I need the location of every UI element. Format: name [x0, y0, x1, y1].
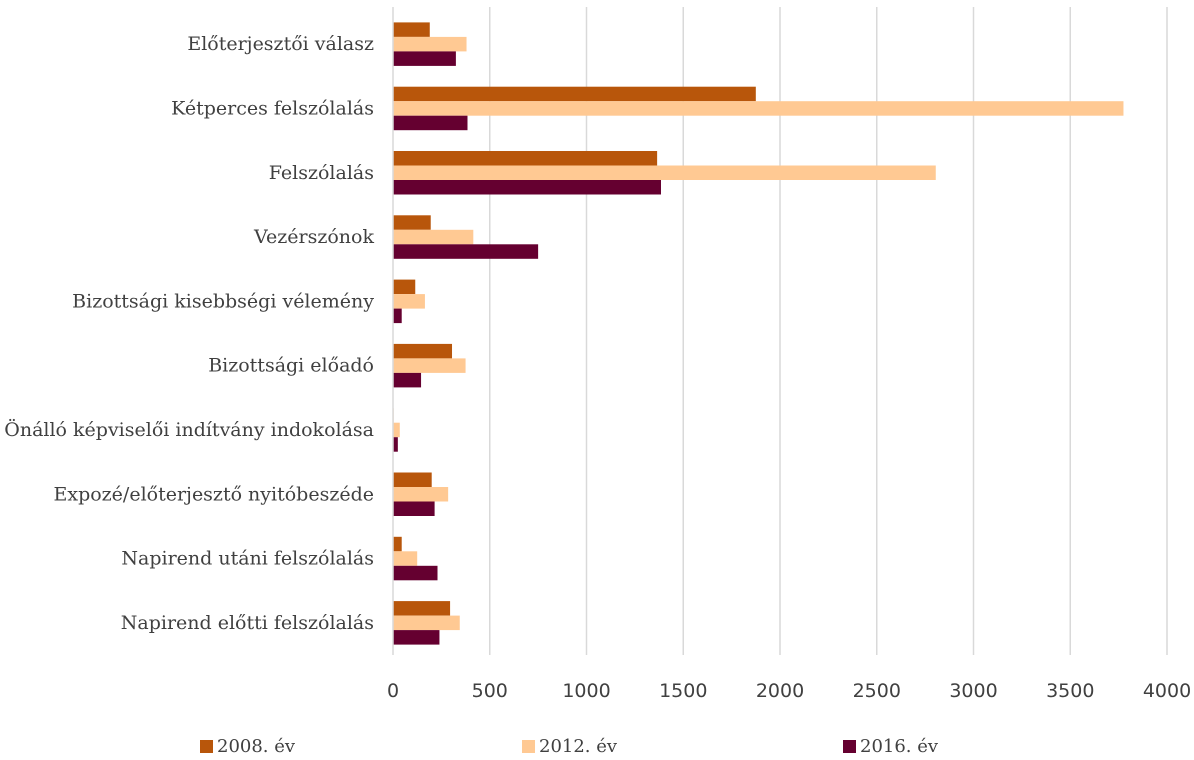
bar: [393, 630, 440, 645]
legend: 2008. év 2012. év 2016. év: [0, 736, 1194, 760]
category-label: Önálló képviselői indítvány indokolása: [4, 418, 374, 441]
bar: [393, 180, 661, 195]
legend-label-2008: 2008. év: [217, 736, 296, 757]
bar: [393, 536, 402, 552]
bar: [393, 86, 756, 102]
x-tick-label: 500: [472, 680, 508, 702]
bar: [393, 615, 460, 631]
bar: [393, 101, 1124, 116]
legend-item-2012: 2012. év: [522, 736, 617, 757]
bar: [393, 343, 453, 359]
legend-swatch-2012: [522, 740, 535, 753]
legend-label-2012: 2012. év: [539, 736, 618, 757]
bar: [393, 215, 431, 230]
x-tick-label: 3500: [1046, 680, 1094, 702]
x-tick-label: 1500: [659, 680, 707, 702]
bar: [393, 151, 658, 166]
bar: [393, 551, 418, 566]
bars: [393, 22, 1124, 645]
bar: [393, 51, 456, 66]
x-axis-ticks: 0 500 1000 1500 2000 2500 3000 3500 4000: [387, 680, 1191, 702]
bar: [393, 501, 435, 516]
bar: [393, 601, 451, 616]
category-labels: Napirend előtti felszólalás Napirend után…: [4, 33, 374, 634]
legend-swatch-2016: [843, 740, 856, 753]
bar: [393, 422, 400, 438]
x-tick-label: 4000: [1143, 680, 1191, 702]
category-label: Előterjesztői válasz: [187, 33, 374, 55]
category-label: Expozé/előterjesztő nyitóbeszéde: [53, 483, 374, 505]
category-label: Bizottsági kisebbségi vélemény: [72, 290, 374, 312]
x-tick-label: 1000: [562, 680, 610, 702]
legend-item-2016: 2016. év: [843, 736, 938, 757]
category-label: Felszólalás: [269, 162, 374, 184]
bar: [393, 279, 416, 295]
category-label: Bizottsági előadó: [208, 355, 374, 377]
bar: [393, 472, 432, 487]
bar: [393, 358, 466, 373]
bar: [393, 294, 425, 309]
bar: [393, 437, 398, 452]
bar: [393, 487, 449, 502]
legend-item-2008: 2008. év: [200, 736, 295, 757]
bar: [393, 308, 402, 324]
bar: [393, 244, 539, 259]
bar: [393, 165, 936, 180]
x-tick-label: 3000: [949, 680, 997, 702]
category-label: Napirend előtti felszólalás: [121, 612, 374, 634]
legend-label-2016: 2016. év: [860, 736, 939, 757]
bar: [393, 372, 422, 388]
x-tick-label: 2000: [756, 680, 804, 702]
bar: [393, 22, 430, 37]
bar: [393, 565, 438, 581]
category-label: Kétperces felszólalás: [171, 97, 374, 119]
bar: [393, 115, 468, 131]
bar: [393, 229, 474, 245]
bar-chart: Napirend előtti felszólalás Napirend után…: [4, 7, 1191, 702]
legend-swatch-2008: [200, 740, 213, 753]
category-label: Vezérszónok: [253, 226, 374, 248]
category-label: Napirend utáni felszólalás: [121, 548, 374, 570]
x-tick-label: 0: [387, 680, 399, 702]
x-tick-label: 2500: [853, 680, 901, 702]
bar: [393, 36, 467, 52]
